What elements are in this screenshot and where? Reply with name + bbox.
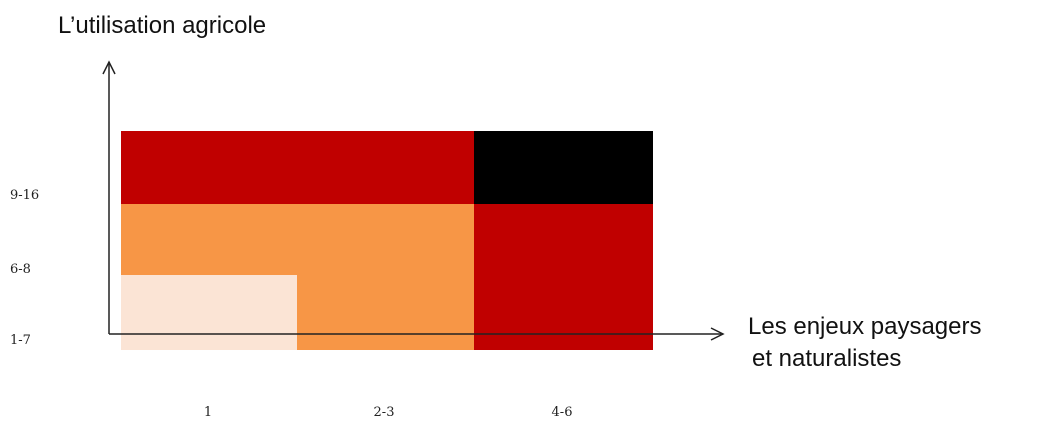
heatmap-cell-x2-3-y6-8 — [297, 204, 474, 275]
heatmap-cell-x1-y6-8 — [121, 204, 297, 275]
x-axis-title-line-1: Les enjeux paysagers — [748, 313, 981, 340]
y-axis-arrowhead — [102, 60, 116, 75]
x-axis-arrowhead — [710, 327, 725, 341]
heatmap-cells — [121, 131, 653, 350]
heatmap-cell-x4-6-y9-16 — [474, 131, 653, 204]
heatmap-cell-x1-y9-16 — [121, 131, 297, 204]
x-tick-label-1: 1 — [204, 405, 212, 420]
heatmap-cell-x4-6-y1-7 — [474, 275, 653, 350]
heatmap-cell-x1-y1-7 — [121, 275, 297, 350]
y-tick-label-6-8: 6-8 — [10, 262, 31, 277]
x-tick-label-4-6: 4-6 — [552, 405, 573, 420]
y-tick-label-1-7: 1-7 — [10, 333, 31, 348]
x-axis-title-line-2: et naturalistes — [752, 345, 901, 372]
heatmap-cell-x2-3-y9-16 — [297, 131, 474, 204]
y-tick-label-9-16: 9-16 — [10, 188, 39, 203]
y-axis-title: L’utilisation agricole — [58, 12, 266, 39]
heatmap-cell-x4-6-y6-8 — [474, 204, 653, 275]
heatmap-cell-x2-3-y1-7 — [297, 275, 474, 350]
x-tick-label-2-3: 2-3 — [374, 405, 395, 420]
